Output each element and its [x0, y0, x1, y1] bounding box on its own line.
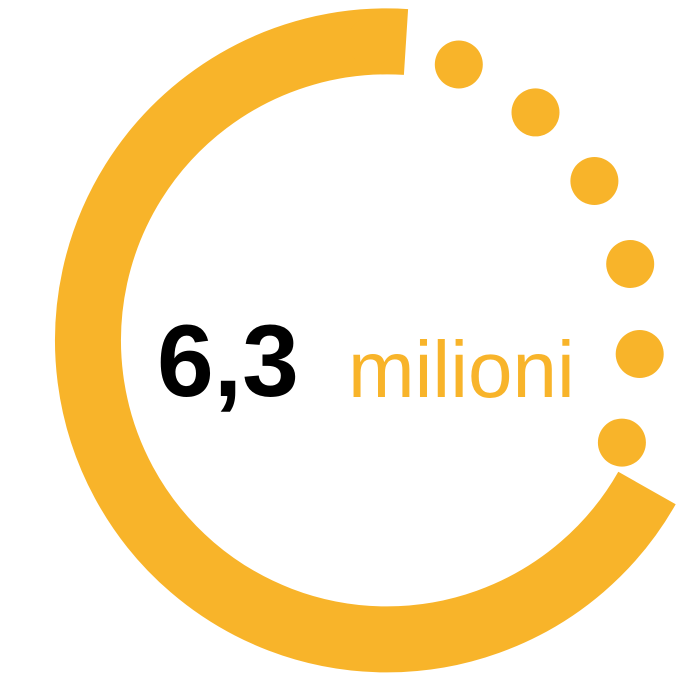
progress-dot [606, 240, 655, 288]
statistic-number: 6,3 [157, 304, 299, 418]
progress-dot [597, 418, 646, 467]
statistic-unit: milioni [348, 325, 575, 414]
remaining-dots [347, 17, 664, 467]
progress-dot [570, 157, 619, 205]
progress-dot [347, 17, 396, 66]
progress-dot [615, 330, 664, 378]
progress-arc [54, 8, 676, 673]
progress-dot [511, 88, 560, 137]
progress-dot [434, 40, 483, 89]
